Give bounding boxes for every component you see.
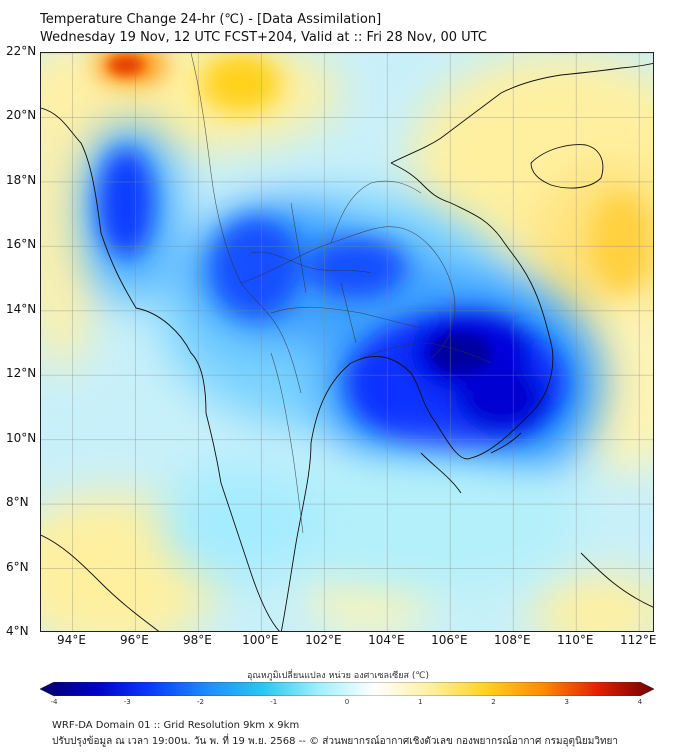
- temperature-field: [41, 53, 653, 631]
- cold-north-core: [306, 238, 406, 298]
- lon-label: 104°E: [368, 633, 405, 647]
- west-coastline: [41, 107, 280, 631]
- warm-west-area: [41, 53, 101, 373]
- cold-south-inner: [456, 363, 546, 433]
- sumatra-coast: [41, 534, 160, 631]
- peninsula-line: [270, 352, 304, 534]
- cambodia-border: [350, 342, 492, 364]
- lat-label: 8°N: [6, 495, 29, 510]
- map-frame: [40, 52, 654, 632]
- lon-label: 94°E: [57, 633, 86, 647]
- admin-borders: [190, 53, 492, 534]
- hot-north-area: [201, 53, 281, 113]
- lat-label: 14°N: [6, 301, 37, 316]
- coldest-core: [431, 333, 491, 373]
- lao-north-border: [330, 180, 422, 244]
- lat-label: 4°N: [6, 624, 29, 638]
- vietnam-south-coast: [490, 432, 522, 454]
- hainan-island: [530, 144, 604, 189]
- china-coastline: [390, 62, 653, 164]
- lat-label: 16°N: [6, 237, 37, 252]
- lon-label: 102°E: [305, 633, 342, 647]
- colorbar-tick: 1: [418, 698, 423, 706]
- colorbar-tick: 4: [637, 698, 643, 706]
- lon-label: 108°E: [494, 633, 531, 647]
- cold-myanmar-core: [98, 148, 154, 258]
- lat-label: 6°N: [6, 559, 29, 574]
- lon-label: 100°E: [242, 633, 279, 647]
- lon-label: 110°E: [557, 633, 594, 647]
- thai-province-line-c: [290, 202, 307, 294]
- borneo-coast: [580, 552, 653, 608]
- thai-province-line-b: [250, 251, 372, 274]
- warm-southeast-area: [531, 573, 653, 631]
- map-title: Temperature Change 24-hr (℃) - [Data Ass…: [40, 12, 382, 27]
- warm-east-sea-area: [571, 293, 653, 473]
- colorbar-tick: -2: [197, 698, 204, 706]
- thai-province-line-d: [340, 282, 357, 344]
- lat-label: 18°N: [6, 172, 37, 187]
- peak-hot-spot: [108, 55, 144, 75]
- colorbar-tick: -4: [50, 698, 58, 706]
- colorbar-tick: 2: [491, 698, 496, 706]
- lon-label: 106°E: [431, 633, 468, 647]
- map-subtitle: Wednesday 19 Nov, 12 UTC FCST+204, Valid…: [40, 30, 487, 45]
- myanmar-thai-border: [190, 53, 302, 394]
- thai-lao-border: [240, 226, 456, 359]
- lon-label: 96°E: [120, 633, 149, 647]
- footer-credit: ปรับปรุงข้อมูล ณ เวลา 19:00น. วัน พ. ที่…: [52, 736, 619, 747]
- hot-east-area: [591, 193, 651, 293]
- colorbar-gradient: [40, 682, 654, 696]
- lat-label: 12°N: [6, 366, 37, 381]
- cool-andaman-area: [161, 463, 321, 583]
- grid-lines: [41, 53, 653, 631]
- mainland-coastline: [280, 162, 554, 631]
- lon-label: 98°E: [182, 633, 212, 647]
- cold-west-core: [211, 218, 301, 318]
- cool-gulf-area: [261, 453, 581, 593]
- colorbar-tick: 0: [344, 698, 350, 706]
- coastlines: [41, 62, 653, 631]
- colorbar-tick: -3: [123, 698, 131, 706]
- colorbar: [40, 682, 654, 696]
- lat-label: 22°N: [6, 44, 37, 58]
- mekong-delta: [420, 452, 462, 494]
- colorbar-tick: -1: [270, 698, 278, 706]
- temperature-map: [41, 53, 653, 631]
- colorbar-tick: 3: [564, 698, 569, 706]
- lat-label: 10°N: [6, 430, 37, 445]
- colorbar-title: อุณหภูมิเปลี่ยนแปลง หน่วย องศาเซลเซียส (…: [246, 671, 430, 681]
- thai-province-line-a: [270, 306, 422, 329]
- lon-label: 112°E: [620, 633, 657, 647]
- footer-model-info: WRF-DA Domain 01 :: Grid Resolution 9km …: [52, 720, 300, 731]
- lat-label: 20°N: [6, 108, 37, 123]
